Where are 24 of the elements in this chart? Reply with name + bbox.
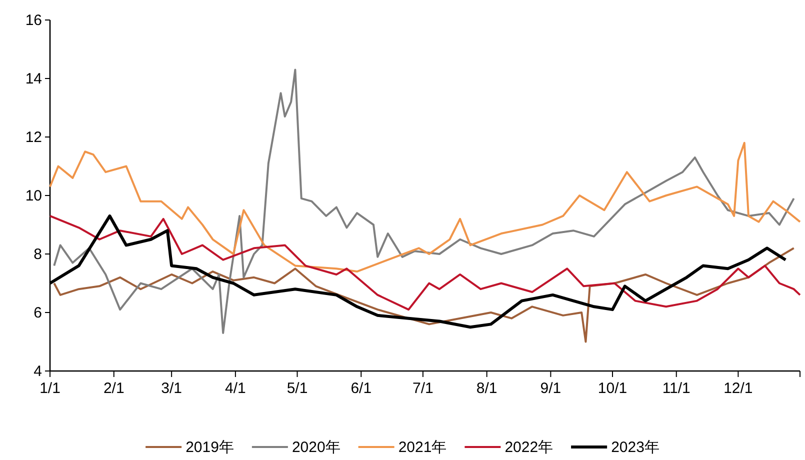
- y-tick-label: 12: [25, 129, 42, 146]
- y-tick-label: 8: [34, 246, 42, 263]
- y-tick-label: 14: [25, 70, 42, 88]
- x-tick-label: 4/1: [225, 380, 246, 397]
- y-tick-label: 16: [25, 12, 42, 29]
- x-tick-label: 6/1: [350, 380, 372, 397]
- x-tick-label: 8/1: [476, 380, 498, 397]
- legend-label: 2019年: [186, 439, 234, 456]
- legend-label: 2021年: [398, 439, 447, 456]
- x-tick-label: 7/1: [412, 380, 434, 397]
- x-tick-label: 11/1: [662, 380, 690, 397]
- x-tick-label: 10/1: [598, 380, 628, 397]
- legend-label: 2020年: [292, 439, 340, 456]
- x-tick-label: 3/1: [161, 380, 182, 397]
- legend-label: 2023年: [611, 439, 660, 456]
- y-tick-label: 10: [25, 188, 42, 204]
- x-tick-label: 12/1: [724, 380, 753, 397]
- x-tick-label: 5/1: [286, 380, 308, 397]
- y-tick-label: 4: [34, 363, 42, 380]
- y-tick-label: 6: [34, 304, 42, 322]
- legend-label: 2022年: [504, 439, 554, 456]
- x-tick-label: 2/1: [103, 380, 124, 397]
- x-tick-label: 9/1: [540, 380, 562, 397]
- x-tick-label: 1/1: [40, 380, 60, 397]
